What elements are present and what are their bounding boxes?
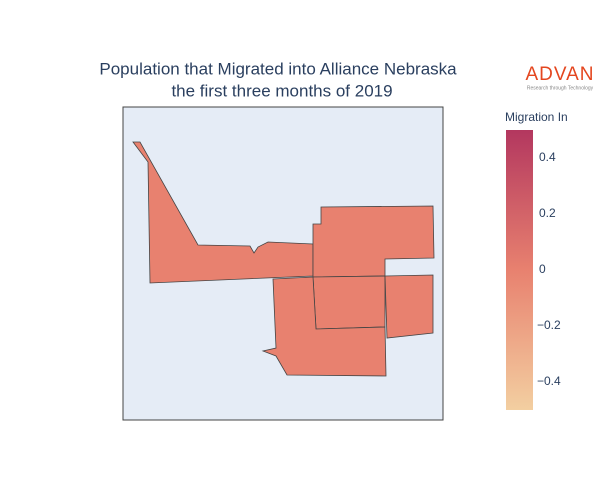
logo-name: ADVAN [525, 64, 594, 85]
colorbar-tick-label: −0.4 [537, 374, 561, 388]
colorbar-tick-label: 0 [539, 262, 546, 276]
colorbar-tick-label: −0.2 [537, 318, 561, 332]
logo-tagline: Research through Technology [527, 85, 594, 91]
region [312, 275, 386, 330]
title-line: Population that Migrated into Alliance N… [99, 59, 457, 78]
colorbar-title: Migration In [505, 110, 568, 124]
colorbar-tick-label: 0.4 [539, 150, 556, 164]
region [132, 141, 314, 284]
colorbar-tick-label: 0.2 [539, 206, 556, 220]
colorbar [506, 130, 533, 410]
region [261, 276, 387, 377]
region [384, 274, 434, 339]
title-line: the first three months of 2019 [171, 81, 392, 100]
